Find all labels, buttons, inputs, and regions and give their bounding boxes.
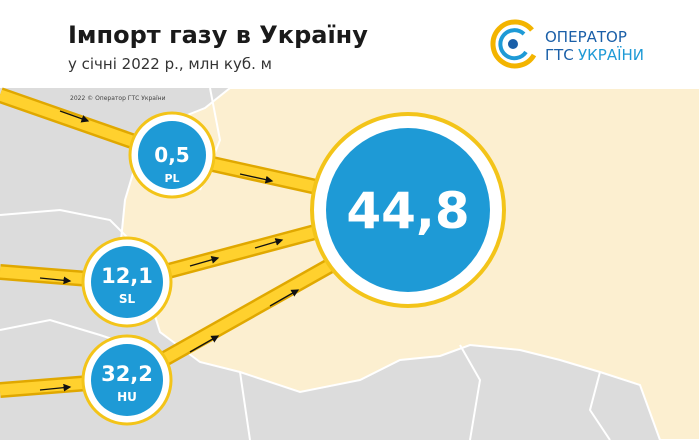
total: 44,8 — [310, 112, 506, 308]
value: 12,1 — [101, 264, 153, 288]
value: 32,2 — [101, 362, 153, 386]
source-pl: 0,5 PL — [128, 111, 216, 199]
label: PL — [164, 172, 179, 185]
header-band — [0, 0, 700, 88]
label: SL — [119, 292, 136, 306]
source-hu: 32,2 HU — [81, 334, 173, 426]
borders — [0, 87, 611, 440]
copyright: 2022 © Оператор ГТС України — [70, 95, 166, 102]
total-value: 44,8 — [346, 182, 469, 240]
title: Імпорт газу в Україну — [68, 21, 368, 49]
logo: ОПЕРАТОР ГТС УКРАЇНИ — [490, 19, 644, 69]
logo-line1: ОПЕРАТОР — [545, 28, 627, 46]
source-sl: 12,1 SL — [81, 236, 173, 328]
subtitle: у січні 2022 р., млн куб. м — [68, 55, 272, 73]
logo-line2b: УКРАЇНИ — [578, 45, 644, 64]
logo-line2a: ГТС — [545, 46, 574, 64]
label: HU — [117, 390, 137, 404]
value: 0,5 — [154, 143, 189, 167]
